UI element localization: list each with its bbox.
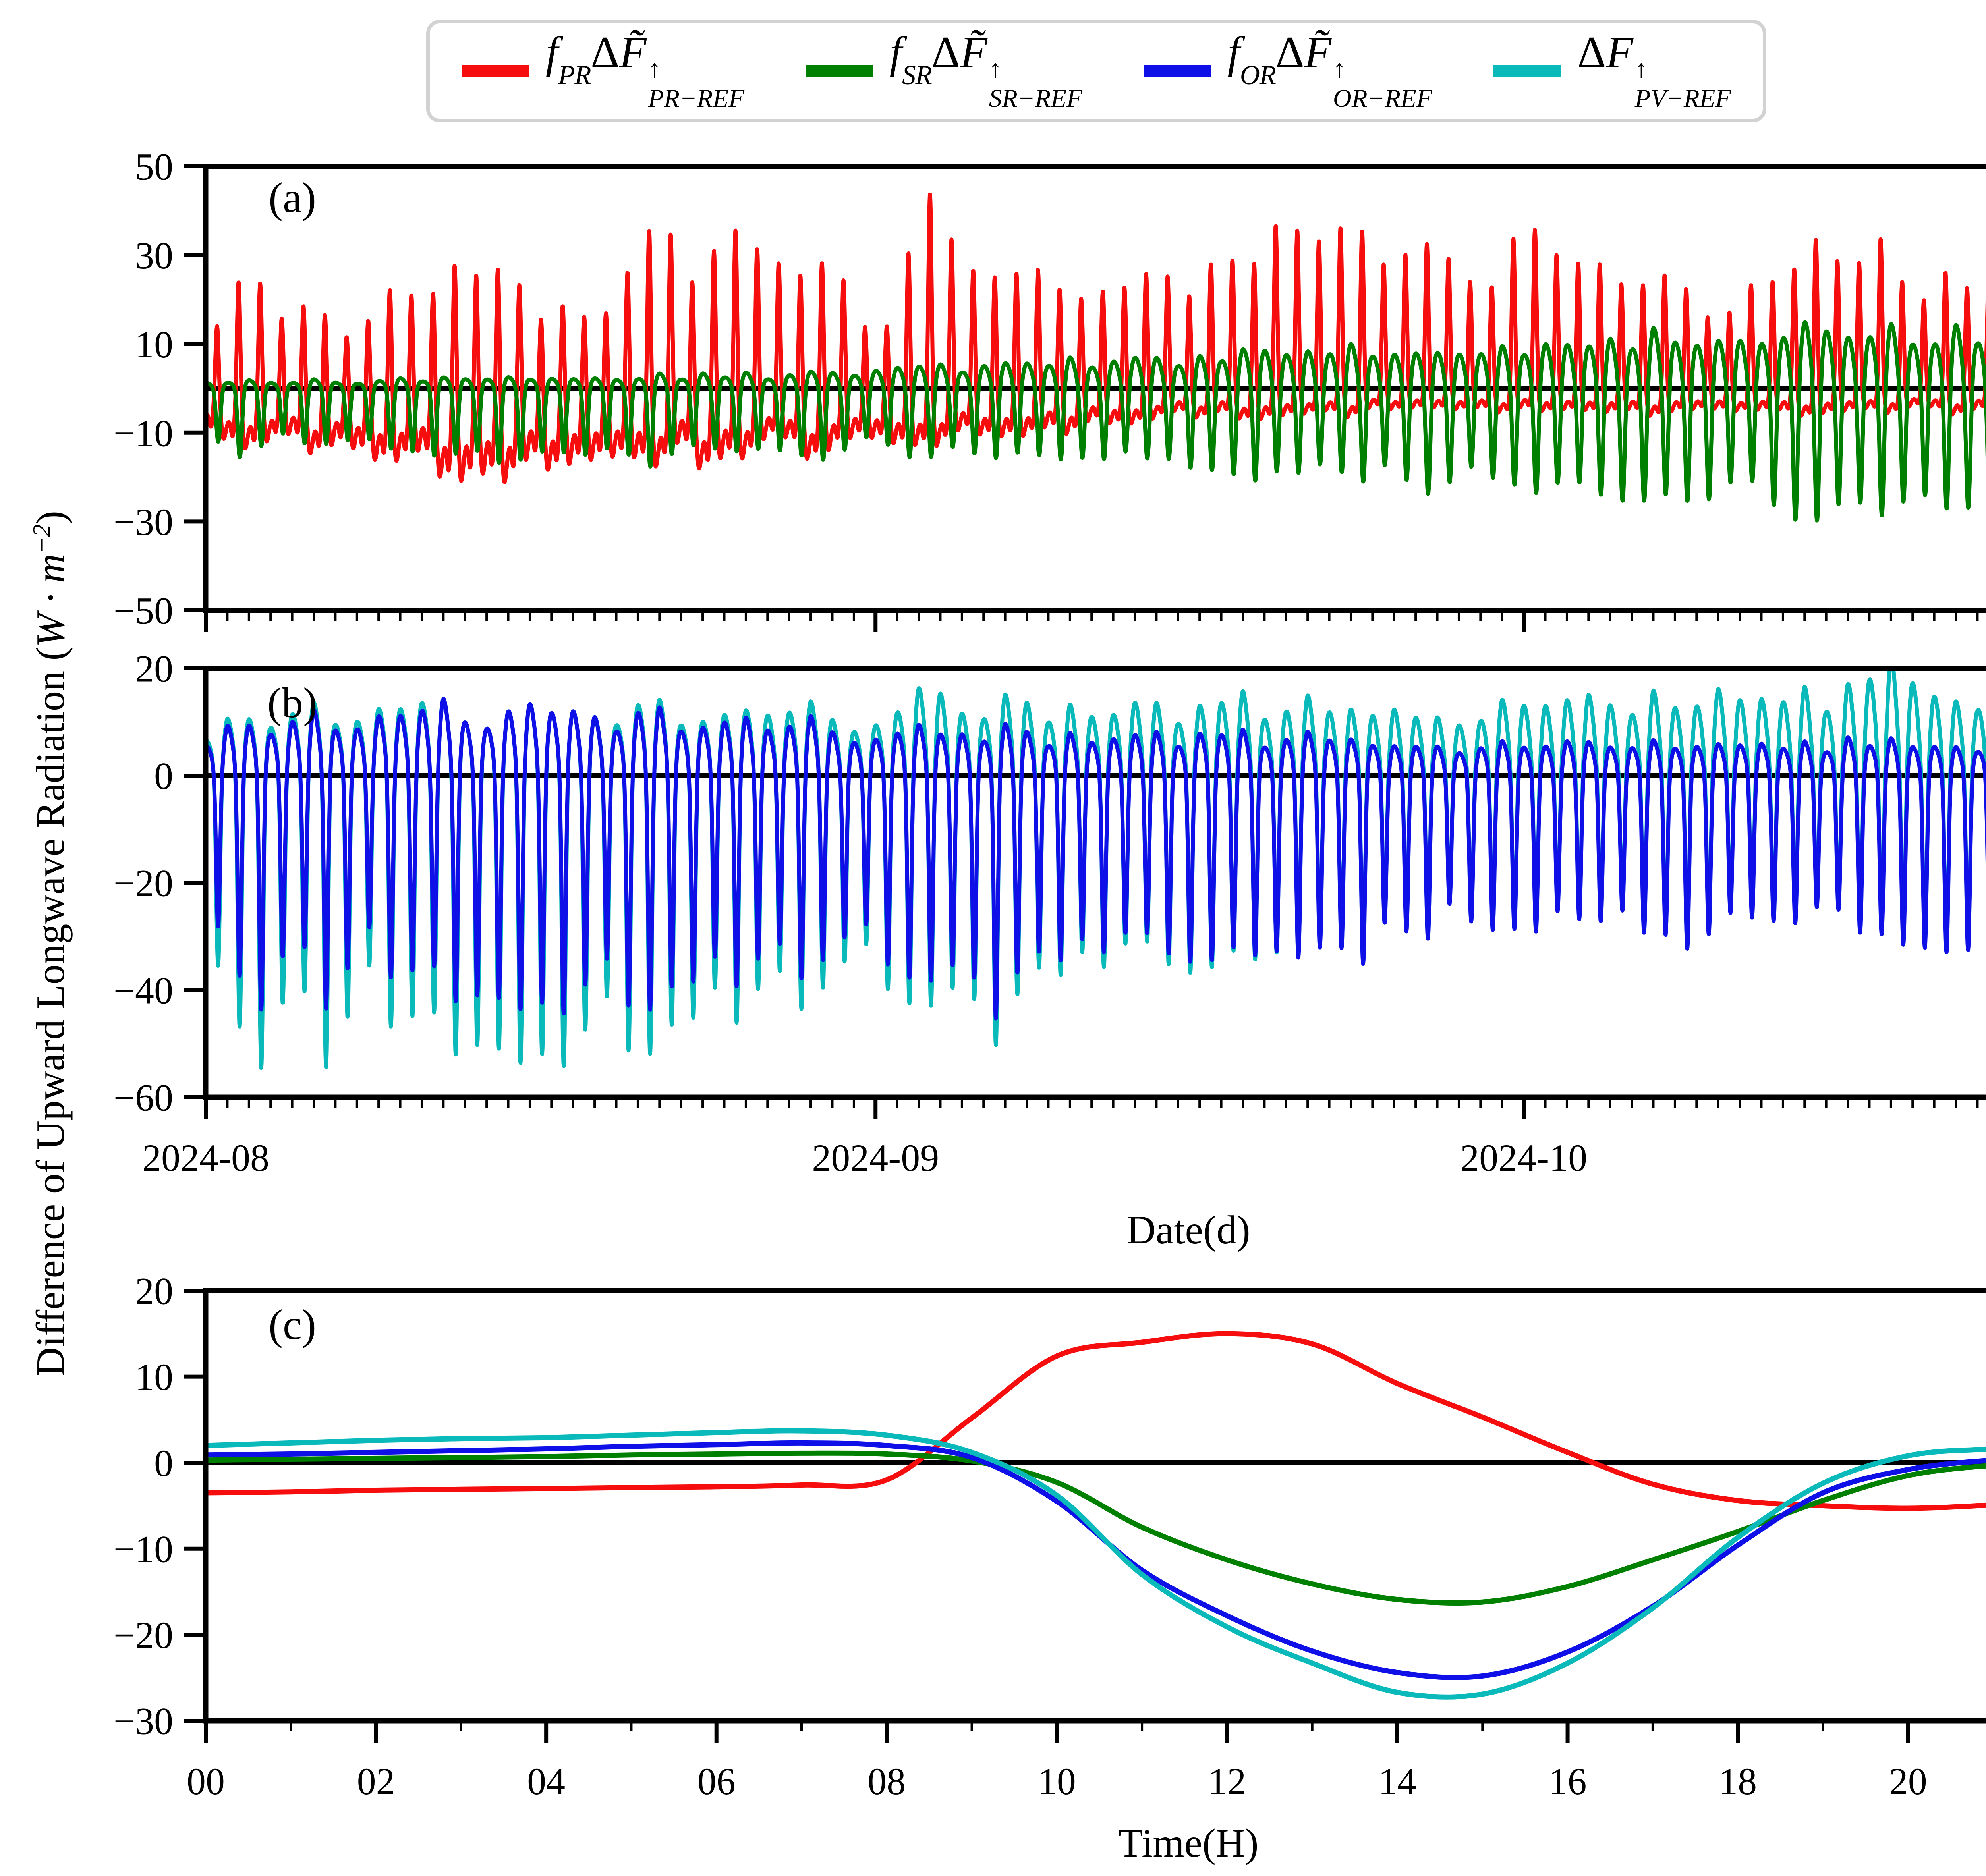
series-line bbox=[206, 1440, 1986, 1680]
x-tick-label-month: 2024-10 bbox=[1460, 1137, 1587, 1179]
y-tick-label: −10 bbox=[114, 1528, 173, 1570]
legend-label-sr: fSRΔF̃ ↑ SR−REF bbox=[889, 28, 1082, 113]
panel-a: 50 30 10 −10 −30 −50 bbox=[114, 146, 1986, 632]
series-line bbox=[206, 192, 1986, 484]
x-tick-label-month: 2024-09 bbox=[812, 1137, 939, 1179]
panel-label-c: (c) bbox=[269, 1301, 316, 1349]
legend-swatch-sr bbox=[805, 65, 873, 77]
legend-item-pv: ΔF ↑ PV−REF bbox=[1493, 30, 1731, 112]
panel-label-b: (b) bbox=[267, 679, 317, 727]
x-tick-label-hour: 00 bbox=[187, 1760, 225, 1803]
series-line bbox=[206, 1331, 1986, 1511]
y-tick-label: 50 bbox=[135, 146, 173, 188]
x-tick-label-hour: 10 bbox=[1038, 1760, 1076, 1803]
y-tick-label: −10 bbox=[114, 412, 173, 454]
x-axis-label-date: Date(d) bbox=[1126, 1208, 1250, 1253]
y-tick-label: −30 bbox=[114, 501, 173, 543]
legend-swatch-pr bbox=[462, 65, 529, 77]
y-tick-label: −20 bbox=[114, 862, 173, 905]
y-tick-label: −60 bbox=[114, 1077, 173, 1119]
x-tick-label-hour: 18 bbox=[1719, 1760, 1757, 1803]
legend-label-pv: ΔF ↑ PV−REF bbox=[1577, 28, 1731, 113]
panel-border-a bbox=[203, 164, 1986, 613]
y-axis-label: Difference of Upward Longwave Radiation … bbox=[28, 511, 73, 1376]
y-tick-label: 0 bbox=[154, 1442, 173, 1484]
x-tick-label-hour: 02 bbox=[357, 1760, 395, 1803]
x-tick-label-month: 2024-08 bbox=[142, 1137, 269, 1179]
y-tick-label: 20 bbox=[135, 1270, 173, 1312]
panel-b: 20 0 −20 −40 −60 2024-08 2024-09 2024-10 bbox=[114, 648, 1986, 1179]
y-tick-label: 10 bbox=[135, 323, 173, 366]
x-tick-label-hour: 14 bbox=[1378, 1760, 1416, 1803]
legend-swatch-pv bbox=[1493, 65, 1561, 77]
y-tick-label: −20 bbox=[114, 1614, 173, 1656]
x-tick-label-hour: 12 bbox=[1208, 1760, 1246, 1803]
legend-item-or: fORΔF̃ ↑ OR−REF bbox=[1143, 28, 1432, 113]
legend-item-pr: fPRΔF̃ ↑ PR−REF bbox=[462, 30, 744, 112]
y-tick-label: 20 bbox=[135, 648, 173, 690]
y-tick-label: −30 bbox=[114, 1700, 173, 1743]
x-axis-label-time: Time(H) bbox=[1118, 1821, 1259, 1866]
panel-label-a: (a) bbox=[269, 174, 316, 222]
panel-border-b bbox=[203, 666, 1986, 1100]
x-tick-label-hour: 16 bbox=[1549, 1760, 1587, 1803]
y-tick-label: −50 bbox=[114, 590, 173, 632]
legend-label-pr: fPRΔF̃ ↑ PR−REF bbox=[546, 28, 744, 113]
y-tick-label: −40 bbox=[114, 969, 173, 1012]
y-tick-label: 10 bbox=[135, 1356, 173, 1398]
series-line bbox=[206, 1450, 1986, 1606]
legend-label-or: fORΔF̃ ↑ OR−REF bbox=[1227, 28, 1432, 113]
x-tick-label-hour: 20 bbox=[1889, 1760, 1927, 1803]
series-line bbox=[206, 697, 1986, 1021]
legend-item-sr: fSRΔF̃ ↑ SR−REF bbox=[805, 28, 1082, 113]
legend-swatch-or bbox=[1143, 65, 1211, 77]
x-tick-label-hour: 08 bbox=[867, 1760, 906, 1803]
y-tick-label: 30 bbox=[135, 234, 173, 277]
panel-border-c bbox=[203, 1288, 1986, 1724]
series-line bbox=[206, 320, 1986, 523]
series-line bbox=[206, 1428, 1986, 1700]
y-tick-label: 0 bbox=[154, 755, 173, 797]
legend: fPRΔF̃ ↑ PR−REF fSRΔF̃ ↑ SR−REF fORΔF̃ ↑ OR−RE… bbox=[426, 20, 1766, 122]
x-tick-label-hour: 06 bbox=[697, 1760, 736, 1803]
x-tick-label-hour: 04 bbox=[527, 1760, 565, 1803]
